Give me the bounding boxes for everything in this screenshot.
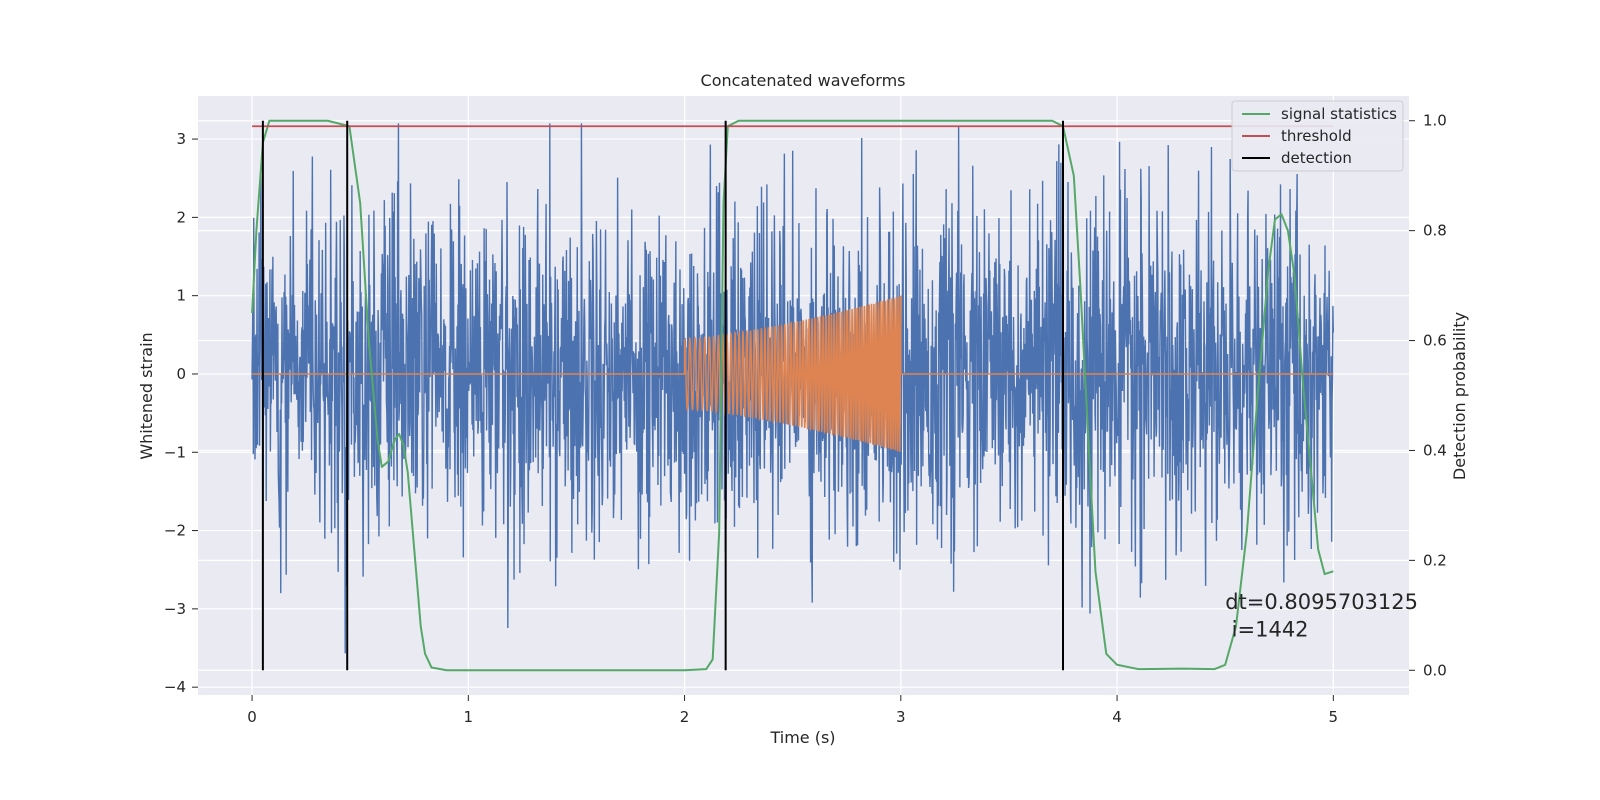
- legend-label-detection: detection: [1281, 149, 1352, 167]
- x-tick-label: 5: [1329, 708, 1339, 726]
- y2-tick-label: 1.0: [1423, 112, 1447, 130]
- x-tick-label: 4: [1112, 708, 1122, 726]
- y2-tick-label: 0.4: [1423, 441, 1447, 459]
- legend: signal statistics threshold detection: [1231, 100, 1404, 172]
- annotation-dt: dt=0.8095703125: [1225, 590, 1418, 614]
- y-tick-label: 1: [176, 287, 186, 305]
- strain-series: [251, 123, 1335, 654]
- x-axis-label: Time (s): [769, 728, 835, 747]
- legend-box: [1231, 100, 1404, 172]
- y-tick-label: −2: [164, 522, 186, 540]
- y2-axis-label: Detection probability: [1450, 312, 1469, 480]
- legend-label-signal-statistics: signal statistics: [1281, 105, 1397, 123]
- y2-tick-label: 0.0: [1423, 661, 1447, 679]
- chart-title: Concatenated waveforms: [701, 71, 906, 90]
- detection-series: [261, 120, 1064, 671]
- x-tick-label: 0: [247, 708, 257, 726]
- y-axis-ticks: −4 −3 −2 −1 0 1 2 3: [164, 130, 198, 696]
- annotation-i: i=1442: [1232, 617, 1309, 641]
- y-tick-label: 2: [176, 208, 186, 226]
- x-tick-label: 1: [464, 708, 474, 726]
- x-tick-label: 2: [680, 708, 690, 726]
- y-tick-label: 0: [176, 365, 186, 383]
- y2-axis-ticks: 0.0 0.2 0.4 0.6 0.8 1.0: [1409, 112, 1447, 679]
- y-tick-label: 3: [176, 130, 186, 148]
- y-tick-label: −3: [164, 600, 186, 618]
- y-tick-label: −1: [164, 443, 186, 461]
- legend-label-threshold: threshold: [1281, 127, 1352, 145]
- y-tick-label: −4: [164, 678, 186, 696]
- x-axis-ticks: 0 1 2 3 4 5: [247, 695, 1338, 726]
- y2-tick-label: 0.6: [1423, 332, 1447, 350]
- y2-tick-label: 0.2: [1423, 551, 1447, 569]
- y2-tick-label: 0.8: [1423, 222, 1447, 240]
- strain-line: [251, 123, 1335, 654]
- x-tick-label: 3: [896, 708, 906, 726]
- y-axis-label: Whitened strain: [137, 332, 156, 459]
